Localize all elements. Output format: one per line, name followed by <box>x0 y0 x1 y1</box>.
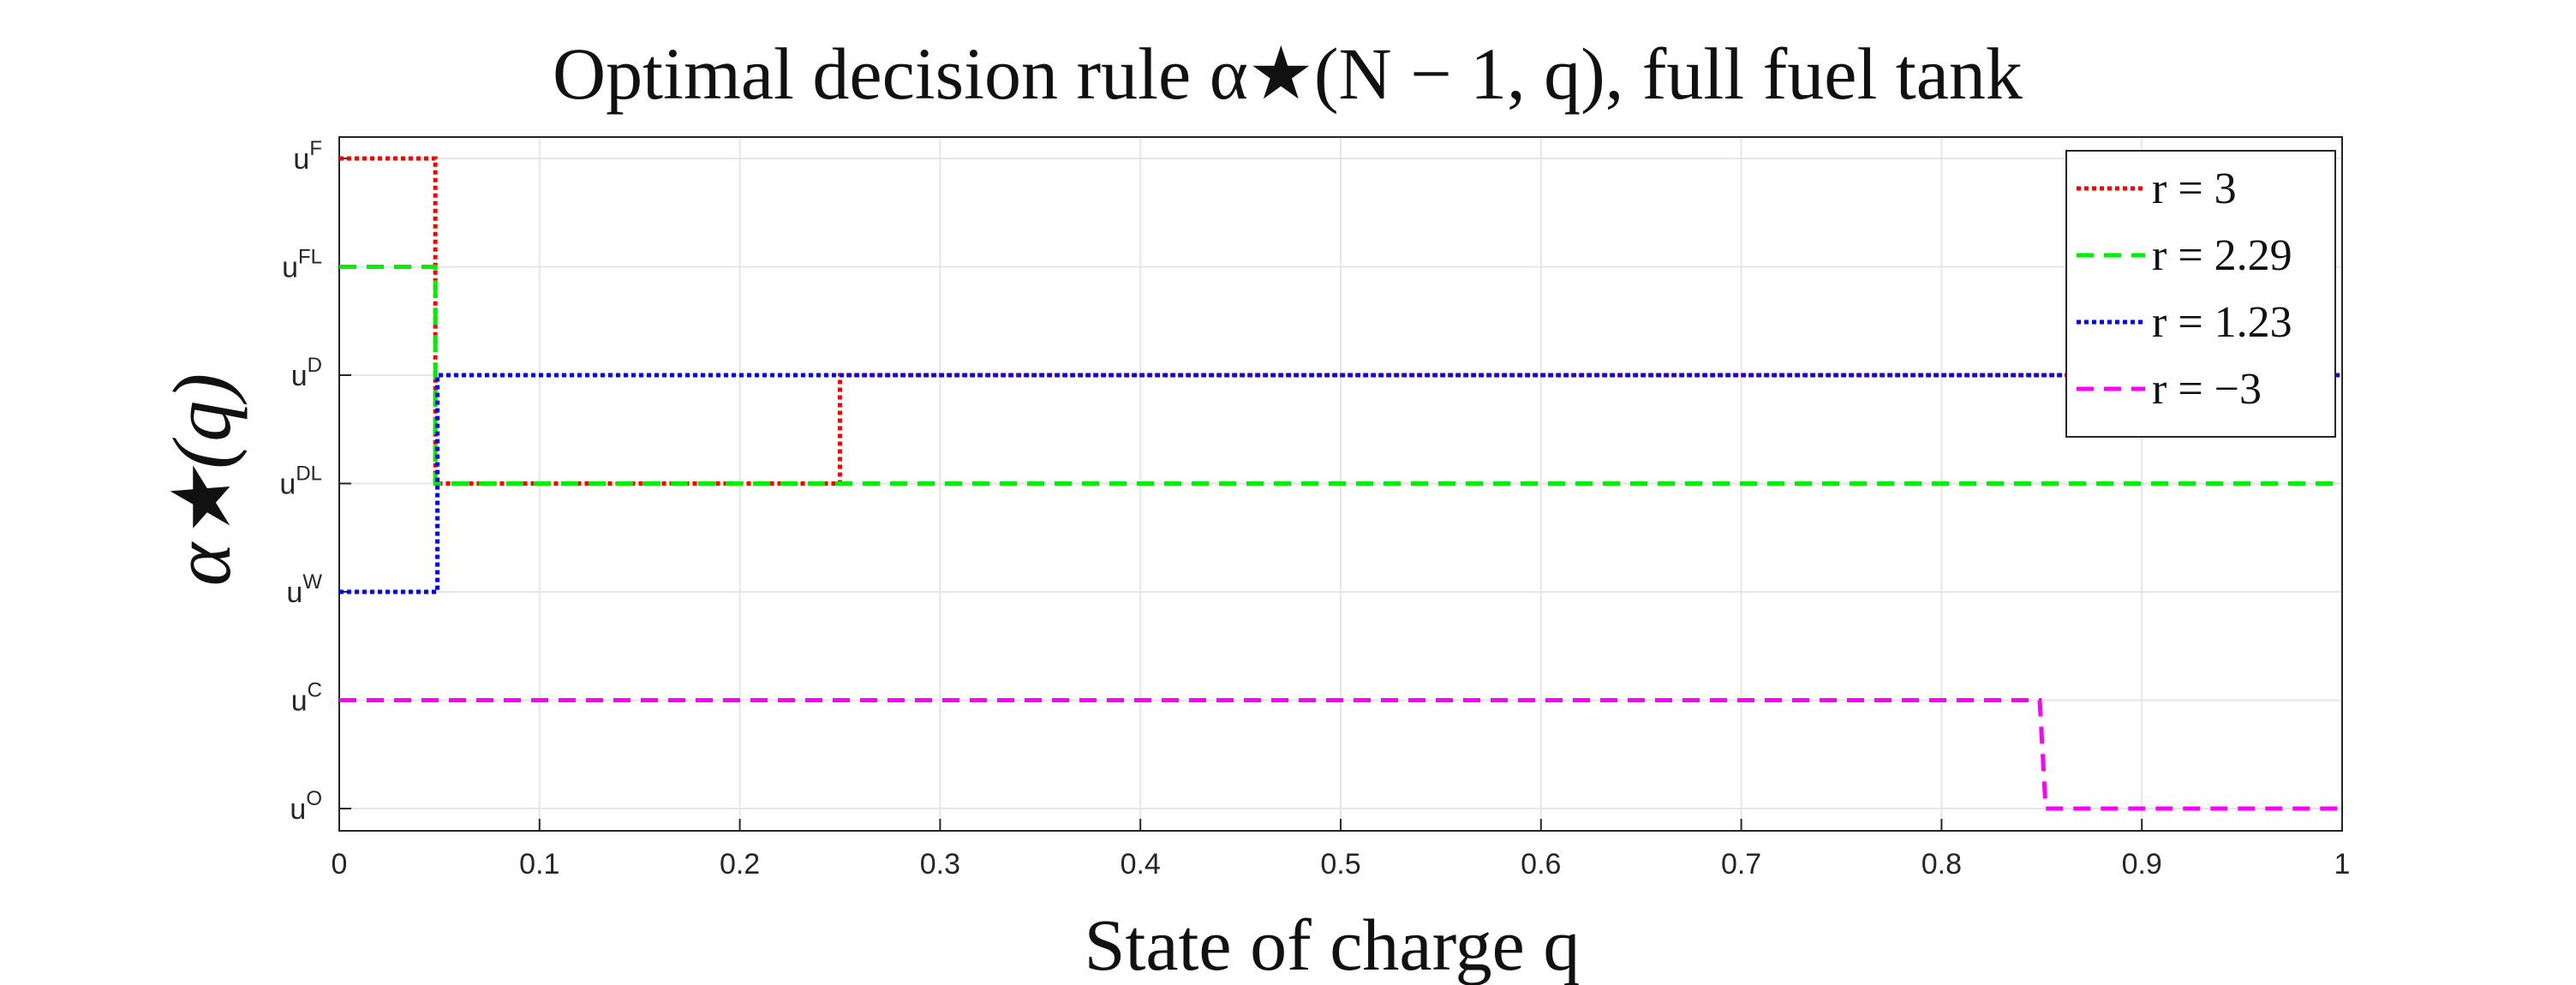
x-tick-label: 0.4 <box>1121 848 1161 881</box>
x-tick-label: 0.6 <box>1521 848 1561 881</box>
chart-title: Optimal decision rule α★(N − 1, q), full… <box>553 33 2023 115</box>
y-tick-label: uF <box>293 137 322 176</box>
x-tick-label: 0.2 <box>720 848 760 881</box>
legend-label: r = 2.29 <box>2152 231 2292 280</box>
ticks: 0 0.1 0.2 0.3 0.4 0.5 0.6 0.7 0.8 0.9 1 uO uC uW uDL uD… <box>279 137 2350 881</box>
y-tick-label: uDL <box>279 463 322 501</box>
series-line-3 <box>339 373 2342 594</box>
series-line-4 <box>339 698 2342 811</box>
x-tick-label: 0.1 <box>519 848 559 881</box>
y-tick-label: uD <box>291 354 322 392</box>
x-tick-label: 0.5 <box>1320 848 1360 881</box>
x-tick-label: 0 <box>332 848 348 881</box>
legend: r = 3 r = 2.29 r = 1.23 r = −3 <box>2065 150 2336 438</box>
series <box>339 156 2342 811</box>
x-tick-label: 1 <box>2334 848 2351 881</box>
y-tick-label: uC <box>291 679 322 718</box>
legend-label: r = −3 <box>2152 365 2262 414</box>
y-tick-label: uW <box>286 570 322 609</box>
x-tick-label: 0.3 <box>920 848 960 881</box>
series-line-2 <box>339 265 2342 486</box>
x-tick-label: 0.7 <box>1721 848 1761 881</box>
legend-label: r = 3 <box>2152 164 2237 213</box>
x-axis-label: State of charge q <box>1085 904 1581 985</box>
series-line-1 <box>339 156 2342 486</box>
x-tick-label: 0.8 <box>1922 848 1962 881</box>
y-tick-label: uFL <box>282 246 322 284</box>
y-axis-label: α★(q) <box>156 373 248 586</box>
x-tick-label: 0.9 <box>2122 848 2162 881</box>
legend-label: r = 1.23 <box>2152 298 2292 347</box>
y-tick-label: uO <box>290 787 322 826</box>
